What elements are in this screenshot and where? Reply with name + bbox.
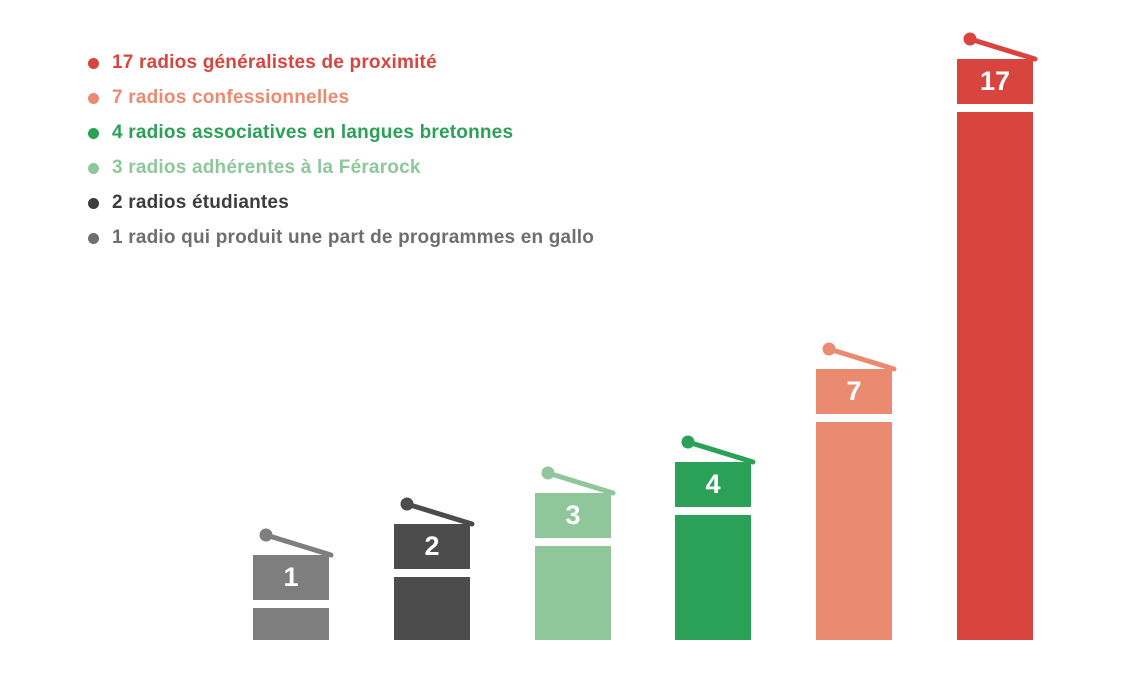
bar-body bbox=[957, 112, 1033, 640]
legend-label: 4 radios associatives en langues bretonn… bbox=[112, 122, 514, 143]
radio-antenna-icon bbox=[541, 466, 616, 496]
legend-bullet-icon bbox=[88, 127, 99, 139]
chart-legend: 17 radios généralistes de proximité 7 rad… bbox=[88, 52, 594, 249]
bar-1: 1 bbox=[253, 528, 334, 640]
bar-value-label: 3 bbox=[565, 500, 581, 530]
bar-head: 3 bbox=[535, 493, 611, 538]
legend-bullet-icon bbox=[88, 232, 99, 244]
radio-antenna-icon bbox=[681, 435, 756, 465]
legend-item: 2 radios étudiantes bbox=[88, 192, 594, 214]
bar-body bbox=[394, 577, 470, 640]
radio-antenna-icon bbox=[822, 342, 897, 372]
bar-value-label: 4 bbox=[705, 469, 721, 499]
legend-bullet-icon bbox=[88, 162, 99, 174]
legend-label: 17 radios généralistes de proximité bbox=[112, 52, 437, 73]
bar-7: 7 bbox=[816, 342, 897, 640]
bar-value-label: 1 bbox=[283, 562, 299, 592]
legend-item: 17 radios généralistes de proximité bbox=[88, 52, 594, 74]
bar-4: 4 bbox=[675, 435, 756, 640]
bar-value-label: 2 bbox=[424, 531, 440, 561]
legend-item: 1 radio qui produit une part de programm… bbox=[88, 227, 594, 249]
legend-label: 7 radios confessionnelles bbox=[112, 87, 350, 108]
legend-item: 7 radios confessionnelles bbox=[88, 87, 594, 109]
bar-body bbox=[253, 608, 329, 640]
legend-item: 4 radios associatives en langues bretonn… bbox=[88, 122, 594, 144]
bar-head: 1 bbox=[253, 555, 329, 600]
bar-head: 7 bbox=[816, 369, 892, 414]
radio-antenna-icon bbox=[400, 497, 475, 527]
legend-bullet-icon bbox=[88, 92, 99, 104]
radio-antenna-icon bbox=[963, 32, 1038, 62]
legend-bullet-icon bbox=[88, 197, 99, 209]
legend-bullet-icon bbox=[88, 57, 99, 69]
bar-3: 3 bbox=[535, 466, 616, 640]
bar-body bbox=[675, 515, 751, 640]
legend-item: 3 radios adhérentes à la Férarock bbox=[88, 157, 594, 179]
legend-label: 3 radios adhérentes à la Férarock bbox=[112, 157, 421, 178]
bar-body bbox=[816, 422, 892, 640]
radio-antenna-icon bbox=[259, 528, 334, 558]
bar-head: 4 bbox=[675, 462, 751, 507]
bar-value-label: 17 bbox=[979, 66, 1011, 96]
legend-label: 2 radios étudiantes bbox=[112, 192, 289, 213]
bar-17: 17 bbox=[957, 32, 1038, 640]
bar-body bbox=[535, 546, 611, 640]
bar-head: 17 bbox=[957, 59, 1033, 104]
bar-value-label: 7 bbox=[846, 376, 862, 406]
bar-head: 2 bbox=[394, 524, 470, 569]
legend-label: 1 radio qui produit une part de programm… bbox=[112, 227, 595, 248]
bar-2: 2 bbox=[394, 497, 475, 640]
